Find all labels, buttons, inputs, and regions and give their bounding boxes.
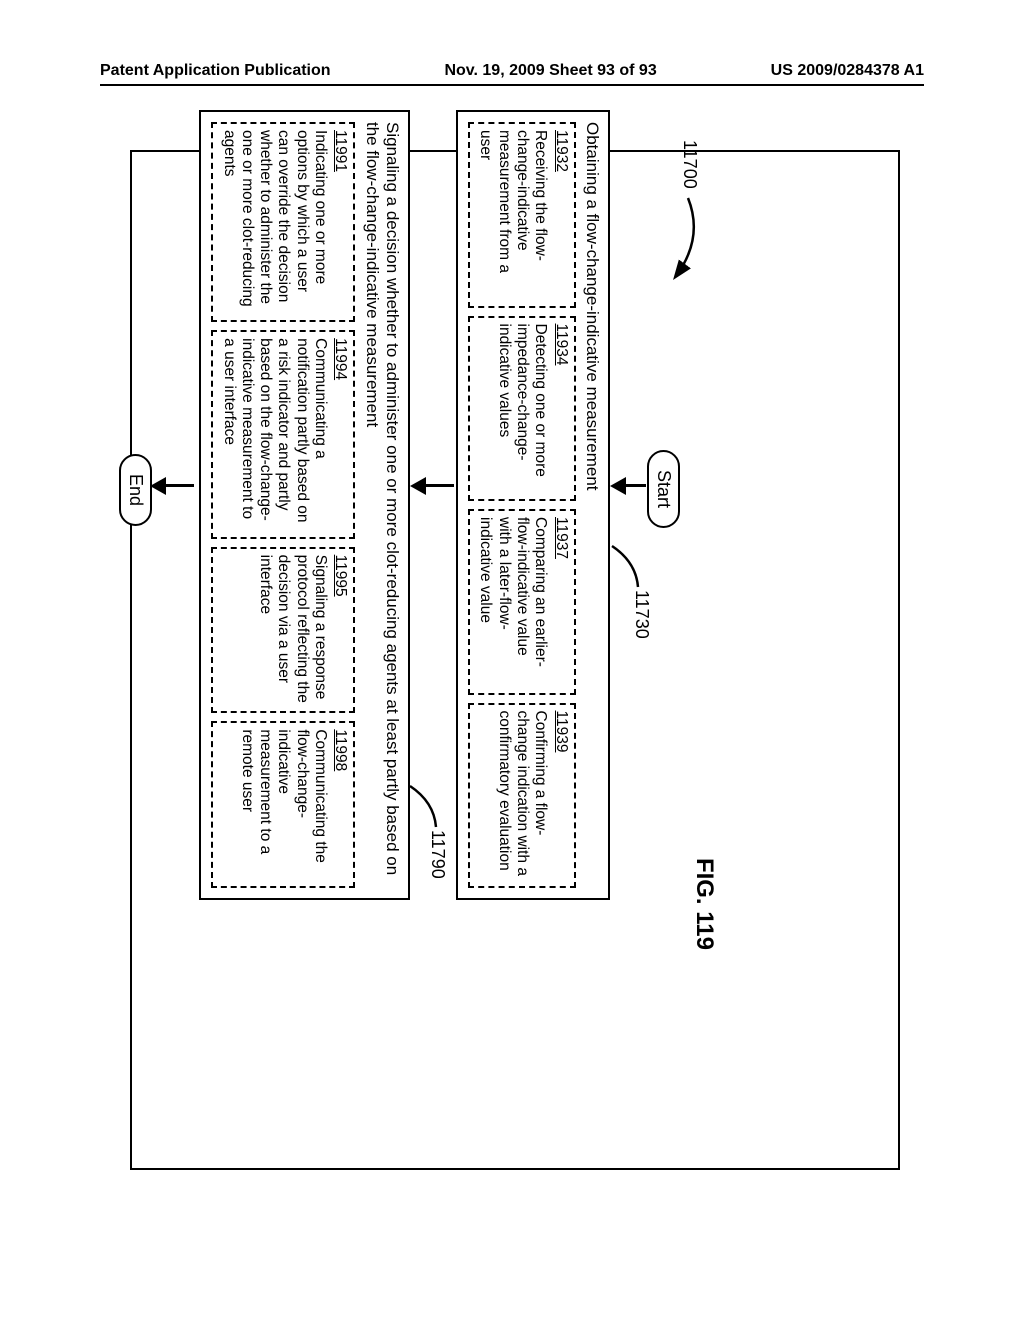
end-terminal: End: [119, 454, 152, 526]
sub-11998-num: 11998: [331, 729, 349, 880]
ref-step2: 11790: [427, 830, 448, 879]
step1-box: Obtaining a flow-change-indicative measu…: [456, 110, 610, 900]
sub-11994-num: 11994: [331, 338, 349, 531]
sub-11939-num: 11939: [551, 711, 569, 881]
figure-label: FIG. 119: [690, 858, 718, 950]
sub-11995-num: 11995: [331, 555, 349, 706]
arrow-start-step1: [624, 484, 646, 487]
step2-subs: 11991 Indicating one or more options by …: [211, 122, 355, 888]
step2-box: Signaling a decision whether to administ…: [199, 110, 410, 900]
page: Patent Application Publication Nov. 19, …: [0, 0, 1024, 1320]
arrowhead-step1-step2: [410, 477, 426, 495]
sub-11932-num: 11932: [551, 130, 569, 300]
sub-11937-num: 11937: [551, 517, 569, 687]
leader-11700: [660, 198, 700, 288]
sub-11932: 11932 Receiving the flow-change-indicati…: [468, 122, 575, 308]
ref-step1: 11730: [631, 590, 652, 639]
start-terminal: Start: [647, 450, 680, 528]
ref-flow: 11700: [679, 140, 700, 189]
sub-11939: 11939 Confirming a flow-change indicatio…: [468, 703, 575, 889]
sub-11991-num: 11991: [331, 130, 349, 314]
sub-11934-num: 11934: [551, 324, 569, 494]
sub-11937-text: Comparing an earlier-flow-indicative val…: [477, 517, 549, 667]
flowchart: FIG. 119 11700 Start 11730: [0, 70, 710, 720]
sub-11994-text: Communicating a notification partly base…: [221, 338, 329, 522]
header-right: US 2009/0284378 A1: [771, 62, 924, 80]
arrow-step1-step2: [424, 484, 454, 487]
step1-title: Obtaining a flow-change-indicative measu…: [582, 122, 602, 888]
arrowhead-step2-end: [150, 477, 166, 495]
sub-11934-text: Detecting one or more impedance-change-i…: [496, 324, 550, 477]
sub-11994: 11994 Communicating a notification partl…: [211, 330, 355, 539]
arrow-step2-end: [164, 484, 194, 487]
step2-title: Signaling a decision whether to administ…: [361, 122, 402, 888]
sub-11937: 11937 Comparing an earlier-flow-indicati…: [468, 509, 575, 695]
sub-11932-text: Receiving the flow-change-indicative mea…: [477, 130, 549, 273]
sub-11991-text: Indicating one or more options by which …: [221, 130, 329, 307]
sub-11995: 11995 Signaling a response protocol refl…: [211, 547, 355, 714]
sub-11991: 11991 Indicating one or more options by …: [211, 122, 355, 322]
sub-11939-text: Confirming a flow-change indication with…: [496, 711, 550, 876]
step1-subs: 11932 Receiving the flow-change-indicati…: [468, 122, 575, 888]
arrowhead-start-step1: [610, 477, 626, 495]
sub-11995-text: Signaling a response protocol reflecting…: [257, 555, 329, 703]
sub-11934: 11934 Detecting one or more impedance-ch…: [468, 316, 575, 502]
sub-11998: 11998 Communicating the flow-change-indi…: [211, 721, 355, 888]
sub-11998-text: Communicating the flow-change-indicative…: [239, 729, 329, 863]
